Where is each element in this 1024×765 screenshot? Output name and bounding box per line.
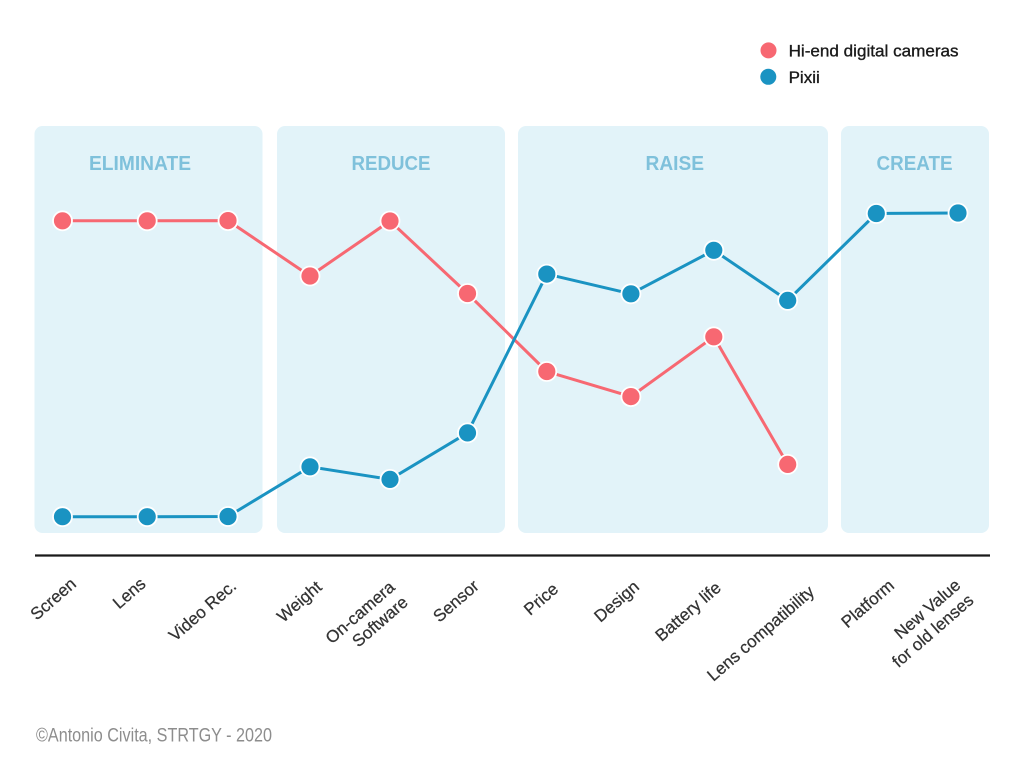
svg-text:CREATE: CREATE <box>877 153 953 175</box>
svg-text:REDUCE: REDUCE <box>352 153 431 175</box>
svg-text:RAISE: RAISE <box>646 153 705 175</box>
svg-text:Hi-end digital cameras: Hi-end digital cameras <box>789 41 959 60</box>
svg-text:Pixii: Pixii <box>789 68 820 87</box>
svg-text:©Antonio Civita, STRTGY - 2020: ©Antonio Civita, STRTGY - 2020 <box>36 726 272 747</box>
svg-text:ELIMINATE: ELIMINATE <box>89 153 191 175</box>
